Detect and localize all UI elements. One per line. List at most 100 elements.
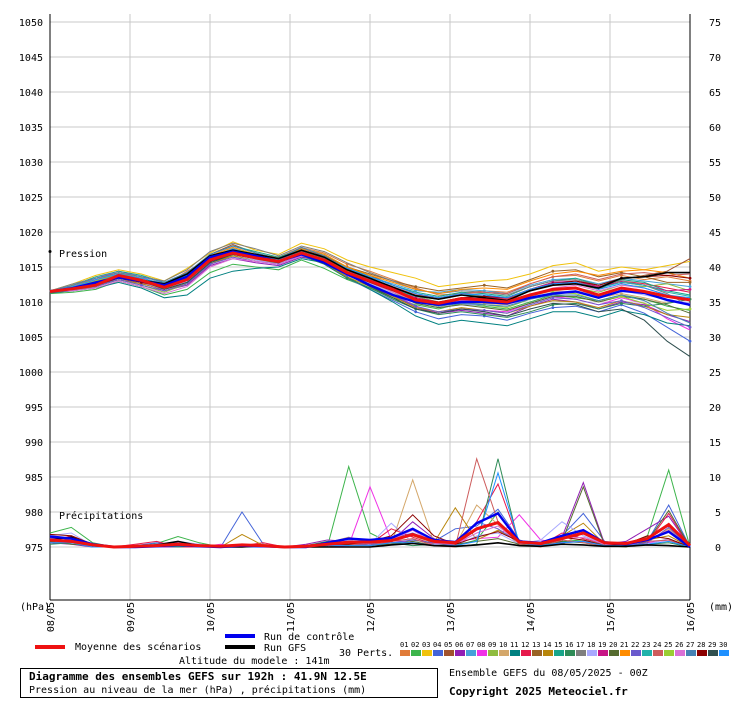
perturbation-number: 03 xyxy=(422,641,430,649)
pressure-member-marker xyxy=(620,271,623,274)
perturbation-swatch xyxy=(400,650,410,656)
perturbation-swatch xyxy=(554,650,564,656)
main-series xyxy=(48,249,692,549)
pressure-tick-label: 1010 xyxy=(19,298,43,309)
precip-tick-label: 10 xyxy=(709,473,721,484)
chart-subtitle: Pression au niveau de la mer (hPa) , pré… xyxy=(29,685,367,696)
precip-tick-label: 60 xyxy=(709,123,721,134)
pressure-member-marker xyxy=(551,278,555,281)
perturbation-number: 24 xyxy=(653,641,661,649)
perturbation-swatch xyxy=(576,650,586,656)
pressure-member-marker xyxy=(482,283,486,287)
precip-tick-label: 20 xyxy=(709,403,721,414)
perturbation-swatch xyxy=(499,650,509,656)
pressure-axis: 1050 1045 1040 1035 1030 1025 1020 1015 1010 1005… xyxy=(19,18,43,554)
perturbation-number: 18 xyxy=(587,641,595,649)
right-unit-label: (mm) xyxy=(709,602,733,613)
date-axis: 08/05 09/05 10/05 11/05 12/05 13/05 14/05 15/05… xyxy=(46,602,697,632)
perturbation-number: 21 xyxy=(620,641,628,649)
pressure-tick-label: 1030 xyxy=(19,158,43,169)
perturbation-number: 23 xyxy=(642,641,650,649)
pressure-member-marker xyxy=(482,313,486,316)
pressure-member-line xyxy=(49,242,691,307)
precip-tick-label: 70 xyxy=(709,53,721,64)
perturbation-number: 08 xyxy=(477,641,485,649)
perturbation-number: 05 xyxy=(444,641,452,649)
precip-tick-label: 35 xyxy=(709,298,721,309)
pressure-member-marker xyxy=(551,269,555,273)
precip-tick-label: 0 xyxy=(715,543,721,554)
date-tick-label: 12/05 xyxy=(366,602,377,632)
perturbation-swatch xyxy=(653,650,663,656)
precip-tick-label: 75 xyxy=(709,18,721,29)
pressure-tick-label: 980 xyxy=(25,508,43,519)
pressure-label-marker xyxy=(48,250,52,253)
date-tick-label: 13/05 xyxy=(446,602,457,632)
perturbation-number: 01 xyxy=(400,641,408,649)
copyright: Copyright 2025 Meteociel.fr xyxy=(449,685,628,698)
pressure-member-marker xyxy=(620,302,623,305)
perturbation-number: 06 xyxy=(455,641,463,649)
precip-tick-label: 30 xyxy=(709,333,721,344)
pressure-member-marker xyxy=(688,339,692,343)
perturbation-swatch xyxy=(642,650,652,656)
pressure-member-marker xyxy=(688,325,692,329)
perturbation-number: 04 xyxy=(433,641,441,649)
perturbation-number: 29 xyxy=(708,641,716,649)
perturbation-swatch xyxy=(466,650,476,656)
precip-tick-label: 5 xyxy=(715,508,721,519)
perturbation-number: 13 xyxy=(532,641,540,649)
pressure-member-line xyxy=(49,241,691,292)
perturbation-number: 10 xyxy=(499,641,507,649)
precip-tick-label: 50 xyxy=(709,193,721,204)
perturbation-swatch xyxy=(620,650,630,656)
pressure-tick-label: 985 xyxy=(25,473,43,484)
perturbation-legend: 01 02 03 04 05 06 07 08 09 10 11 12 13 14 15 16 17 18 19 20… xyxy=(400,641,729,656)
pressure-member-marker xyxy=(414,285,418,288)
precip-mean-line xyxy=(49,520,692,549)
date-tick-label: 08/05 xyxy=(46,602,57,632)
pressure-tick-label: 1015 xyxy=(19,263,43,274)
pressure-tick-label: 1045 xyxy=(19,53,43,64)
perturbation-swatch xyxy=(543,650,553,656)
pressure-tick-label: 1020 xyxy=(19,228,43,239)
perturbation-swatch xyxy=(631,650,641,656)
pressure-mean-line xyxy=(49,251,691,305)
pressure-member-marker xyxy=(688,307,692,311)
perturbation-swatch xyxy=(686,650,696,656)
pressure-member-marker xyxy=(620,274,623,277)
pressure-member-marker xyxy=(551,306,555,309)
perturbation-number: 11 xyxy=(510,641,518,649)
perturbation-swatch xyxy=(510,650,520,656)
pressure-tick-label: 1035 xyxy=(19,123,43,134)
perturbation-number: 09 xyxy=(488,641,496,649)
legend-gfs-label: Run GFS xyxy=(264,643,306,654)
perturbation-number: 30 xyxy=(719,641,727,649)
perturbation-number: 15 xyxy=(554,641,562,649)
perturbation-swatch xyxy=(411,650,421,656)
pressure-member-line xyxy=(49,252,691,358)
perturbation-swatch xyxy=(664,650,674,656)
perturbation-number: 02 xyxy=(411,641,419,649)
pressure-member-marker xyxy=(620,295,623,298)
chart-title: Diagramme des ensembles GEFS sur 192h : … xyxy=(29,670,367,683)
perturbation-swatch xyxy=(708,650,718,656)
pressure-tick-label: 1050 xyxy=(19,18,43,29)
perturbation-swatch xyxy=(719,650,729,656)
date-tick-label: 14/05 xyxy=(526,602,537,632)
perturbation-swatch xyxy=(598,650,608,656)
perturbation-number: 17 xyxy=(576,641,584,649)
perturbation-number: 26 xyxy=(675,641,683,649)
perturbation-swatch xyxy=(587,650,597,656)
perturbation-number: 20 xyxy=(609,641,617,649)
legend-gfs-swatch xyxy=(225,645,255,649)
perturbation-swatch xyxy=(444,650,454,656)
pressure-member-marker xyxy=(414,310,418,314)
perturbation-swatch xyxy=(565,650,575,656)
perturbation-number: 12 xyxy=(521,641,529,649)
precip-tick-label: 40 xyxy=(709,263,721,274)
perturbation-number: 22 xyxy=(631,641,639,649)
